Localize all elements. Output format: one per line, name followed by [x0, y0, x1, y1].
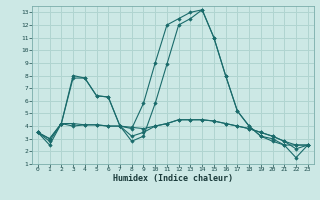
X-axis label: Humidex (Indice chaleur): Humidex (Indice chaleur) — [113, 174, 233, 183]
